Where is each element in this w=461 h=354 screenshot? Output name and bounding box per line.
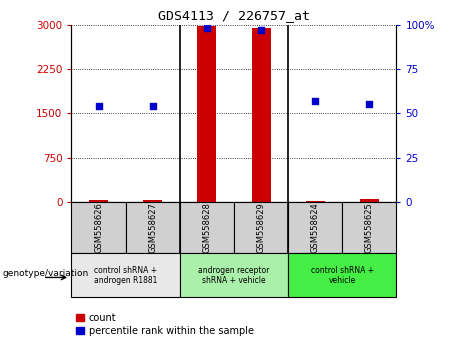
Text: GSM558627: GSM558627 xyxy=(148,202,157,253)
Bar xyxy=(89,200,108,202)
Bar xyxy=(342,202,396,253)
Bar xyxy=(288,253,396,297)
Bar xyxy=(288,202,342,253)
Bar xyxy=(252,28,271,202)
Point xyxy=(366,102,373,107)
Text: GSM558626: GSM558626 xyxy=(94,202,103,253)
Bar xyxy=(143,200,162,202)
Bar xyxy=(125,202,180,253)
Bar xyxy=(71,253,180,297)
Text: GSM558624: GSM558624 xyxy=(311,202,320,253)
Text: genotype/variation: genotype/variation xyxy=(2,269,89,278)
Bar xyxy=(197,26,216,202)
Text: GSM558628: GSM558628 xyxy=(202,202,212,253)
Point xyxy=(95,103,102,109)
Point xyxy=(203,25,211,31)
Point xyxy=(312,98,319,104)
Point xyxy=(149,103,156,109)
Title: GDS4113 / 226757_at: GDS4113 / 226757_at xyxy=(158,9,310,22)
Bar xyxy=(234,202,288,253)
Bar xyxy=(180,202,234,253)
Text: GSM558629: GSM558629 xyxy=(256,202,266,253)
Text: androgen receptor
shRNA + vehicle: androgen receptor shRNA + vehicle xyxy=(198,266,270,285)
Bar xyxy=(71,202,125,253)
Bar xyxy=(360,199,379,202)
Text: GSM558625: GSM558625 xyxy=(365,202,374,253)
Bar xyxy=(180,253,288,297)
Text: control shRNA +
androgen R1881: control shRNA + androgen R1881 xyxy=(94,266,157,285)
Point xyxy=(257,27,265,33)
Legend: count, percentile rank within the sample: count, percentile rank within the sample xyxy=(77,313,254,336)
Text: control shRNA +
vehicle: control shRNA + vehicle xyxy=(311,266,374,285)
Bar xyxy=(306,201,325,202)
